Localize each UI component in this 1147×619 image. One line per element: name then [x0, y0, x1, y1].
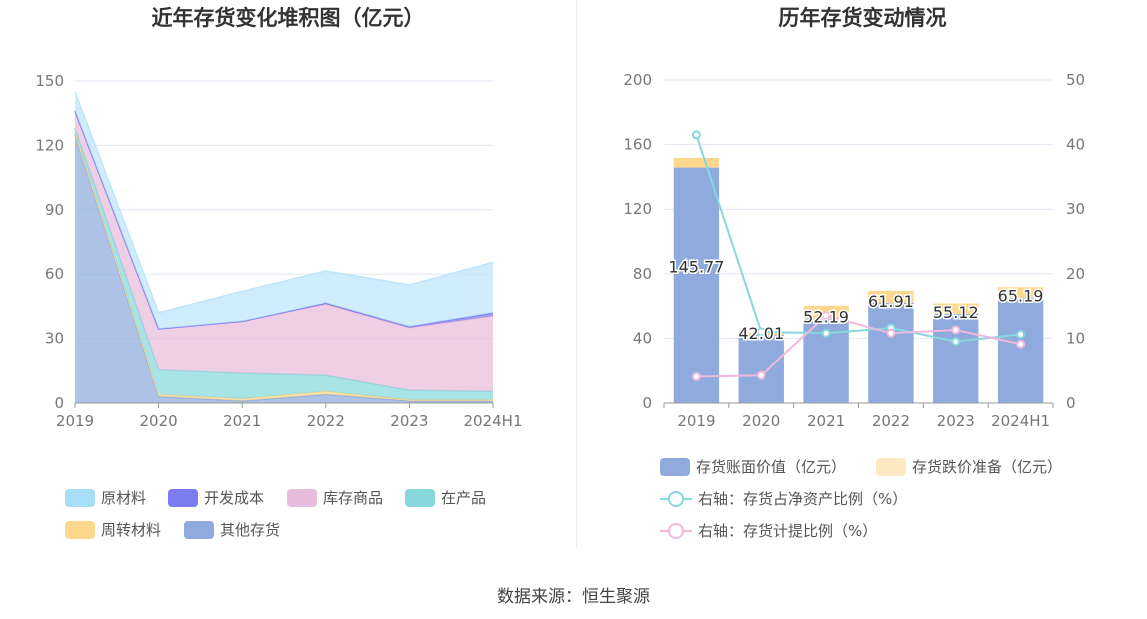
- legend-label: 右轴：存货占净资产比例（%）: [698, 490, 908, 508]
- bar-data-label: 61.91: [868, 292, 914, 311]
- y-left-tick-label: 200: [623, 71, 652, 89]
- legend-label: 其他存货: [220, 521, 281, 539]
- line-point: [691, 130, 701, 140]
- x-tick-label: 2020: [742, 412, 780, 430]
- line-右轴：存货计提比例（%）: [696, 314, 1021, 378]
- y-tick-label: 0: [54, 394, 64, 412]
- x-tick-label: 2023: [937, 412, 975, 430]
- y-tick-label: 150: [35, 72, 64, 90]
- legend-swatch: [405, 488, 435, 507]
- legend-label: 原材料: [101, 489, 147, 507]
- area-其他存货: [75, 134, 493, 403]
- legend-line-swatch: [660, 522, 692, 540]
- bar-data-label: 52.19: [803, 308, 849, 327]
- data-source-note: 数据来源：恒生聚源: [497, 587, 650, 607]
- legend-swatch: [65, 488, 95, 507]
- right-chart-panel: 历年存货变动情况 0 40 80 120 160 200 0 10 20 30 40 50 2019 20…: [578, 0, 1147, 560]
- x-tick-label: 2022: [872, 412, 910, 430]
- line-point: [756, 327, 766, 337]
- y-left-tick-label: 160: [623, 136, 652, 154]
- y-tick-label: 30: [45, 330, 64, 348]
- x-tick-label: 2021: [223, 412, 261, 430]
- bar-存货账面价值（亿元）: [673, 167, 720, 403]
- panel-divider: [576, 0, 577, 548]
- left-chart-panel: 近年存货变化堆积图（亿元） 0 30 60 90 120 150 2019 2020 2021 2…: [0, 0, 576, 560]
- legend-label: 存货账面价值（亿元）: [696, 458, 847, 476]
- legend-label: 存货跌价准备（亿元）: [912, 458, 1063, 476]
- line-point: [951, 325, 961, 335]
- legend-label: 周转材料: [101, 521, 162, 539]
- bar-存货跌价准备（亿元）: [933, 303, 979, 314]
- y-right-tick-label: 30: [1066, 200, 1085, 218]
- bar-data-label: 55.12: [933, 303, 979, 322]
- legend-item[interactable]: 周转材料: [65, 519, 161, 540]
- line-point: [886, 328, 896, 338]
- bar-line-combo-chart: 0 40 80 120 160 200 0 10 20 30 40 50 2019 2020 2021 202…: [623, 71, 1085, 430]
- line-point: [951, 337, 961, 347]
- legend-label: 开发成本: [204, 489, 265, 507]
- legend-item[interactable]: 库存商品: [287, 487, 383, 508]
- x-tick-label: 2022: [307, 412, 345, 430]
- x-tick-label: 2024H1: [464, 412, 523, 430]
- area-库存商品: [75, 111, 493, 392]
- bar-存货账面价值（亿元）: [997, 297, 1044, 403]
- bar-存货跌价准备（亿元）: [673, 157, 720, 168]
- left-chart-title: 近年存货变化堆积图（亿元）: [151, 6, 425, 30]
- y-left-tick-label: 40: [633, 329, 652, 347]
- y-right-tick-label: 10: [1066, 329, 1085, 347]
- legend-swatch: [168, 488, 198, 507]
- line-右轴：存货占净资产比例（%）: [695, 134, 1021, 343]
- legend-item[interactable]: 存货跌价准备（亿元）: [876, 456, 1062, 477]
- bar-data-label: 145.77: [668, 257, 724, 276]
- line-point: [821, 328, 831, 338]
- x-tick-label: 2024H1: [991, 412, 1050, 430]
- y-right-tick-label: 20: [1066, 265, 1085, 283]
- line-point: [1016, 339, 1026, 349]
- line-point: [1016, 330, 1026, 340]
- bar-存货账面价值（亿元）: [738, 335, 784, 403]
- bar-存货跌价准备（亿元）: [997, 287, 1044, 298]
- legend-label: 右轴：存货计提比例（%）: [698, 522, 878, 540]
- legend-label: 库存商品: [323, 489, 384, 507]
- legend-item[interactable]: 开发成本: [168, 487, 264, 508]
- line-point: [821, 311, 831, 321]
- line-point: [691, 372, 701, 382]
- legend-item[interactable]: 原材料: [65, 487, 146, 508]
- legend-item[interactable]: 右轴：存货计提比例（%）: [660, 520, 877, 541]
- y-left-tick-label: 80: [633, 265, 652, 283]
- legend-swatch: [287, 488, 317, 507]
- bar-存货跌价准备（亿元）: [868, 290, 914, 304]
- y-left-tick-label: 120: [623, 200, 652, 218]
- y-right-tick-label: 0: [1066, 394, 1076, 412]
- bar-data-label: 65.19: [998, 287, 1044, 306]
- legend-swatch: [660, 457, 690, 476]
- y-tick-label: 90: [45, 201, 64, 219]
- legend-line-swatch: [660, 490, 692, 508]
- legend-swatch: [184, 520, 214, 539]
- line-point: [756, 370, 766, 380]
- bar-data-label: 42.01: [738, 324, 784, 343]
- y-left-tick-label: 0: [642, 394, 652, 412]
- y-tick-label: 60: [45, 265, 64, 283]
- x-tick-label: 2021: [807, 412, 845, 430]
- area-edge-原材料: [74, 91, 494, 314]
- legend-item[interactable]: 右轴：存货占净资产比例（%）: [660, 488, 907, 509]
- y-right-tick-label: 40: [1066, 136, 1085, 154]
- legend-label: 在产品: [441, 489, 487, 507]
- x-tick-label: 2020: [140, 412, 178, 430]
- right-chart-title: 历年存货变动情况: [778, 6, 947, 30]
- y-tick-label: 120: [35, 136, 64, 154]
- x-tick-label: 2019: [677, 412, 715, 430]
- legend-item[interactable]: 在产品: [405, 487, 486, 508]
- x-tick-label: 2019: [56, 412, 94, 430]
- legend-swatch: [65, 520, 95, 539]
- legend-item[interactable]: 其他存货: [184, 519, 280, 540]
- stacked-area-chart: 0 30 60 90 120 150 2019 2020 2021 2022 2023 2024H1: [35, 72, 523, 430]
- x-tick-label: 2023: [390, 412, 428, 430]
- legend-item[interactable]: 存货账面价值（亿元）: [660, 456, 846, 477]
- bar-存货账面价值（亿元）: [868, 303, 914, 403]
- y-right-tick-label: 50: [1066, 71, 1085, 89]
- legend-swatch: [876, 457, 906, 476]
